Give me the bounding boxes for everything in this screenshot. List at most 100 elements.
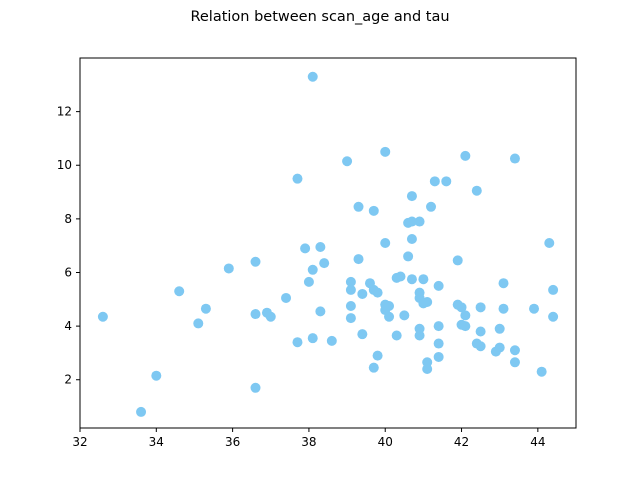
data-point (372, 287, 383, 298)
data-point (315, 306, 326, 317)
data-point (345, 284, 356, 295)
data-point (250, 382, 261, 393)
data-point (342, 156, 353, 167)
data-point (368, 362, 379, 373)
data-point (307, 71, 318, 82)
data-point (281, 292, 292, 303)
data-point (368, 205, 379, 216)
x-tick-label: 34 (149, 435, 164, 449)
data-point (406, 191, 417, 202)
x-axis: 32 34 36 38 40 42 44 (72, 428, 545, 449)
plot-area-frame (79, 57, 577, 429)
data-point (353, 254, 364, 265)
data-point (509, 153, 520, 164)
data-point (460, 310, 471, 321)
data-point (357, 288, 368, 299)
data-point (498, 303, 509, 314)
data-point (509, 357, 520, 368)
y-tick-label: 12 (57, 105, 72, 119)
chart-title: Relation between scan_age and tau (190, 9, 449, 25)
data-point (460, 150, 471, 161)
data-point (307, 264, 318, 275)
x-tick-label: 42 (454, 435, 469, 449)
data-point (353, 201, 364, 212)
data-point (136, 406, 147, 417)
data-point (548, 311, 559, 322)
data-point (498, 278, 509, 289)
data-point (548, 284, 559, 295)
data-point (475, 302, 486, 313)
data-point (357, 329, 368, 340)
data-point (193, 318, 204, 329)
x-tick-label: 44 (530, 435, 545, 449)
y-tick-label: 6 (64, 265, 72, 279)
data-point (380, 146, 391, 157)
data-point (414, 216, 425, 227)
data-point (250, 256, 261, 267)
data-point (384, 311, 395, 322)
data-point (326, 335, 337, 346)
data-point (345, 301, 356, 312)
x-tick-label: 36 (225, 435, 240, 449)
data-points (97, 71, 559, 417)
data-point (345, 313, 356, 324)
data-point (414, 330, 425, 341)
data-point (460, 321, 471, 332)
data-point (406, 216, 417, 227)
data-point (429, 176, 440, 187)
data-point (475, 341, 486, 352)
data-point (433, 351, 444, 362)
data-point (422, 364, 433, 375)
data-point (471, 185, 482, 196)
data-point (494, 323, 505, 334)
data-point (433, 338, 444, 349)
data-point (529, 303, 540, 314)
data-point (307, 333, 318, 344)
data-point (406, 274, 417, 285)
data-point (372, 350, 383, 361)
data-point (536, 366, 547, 377)
data-point (151, 370, 162, 381)
data-point (97, 311, 108, 322)
data-point (300, 243, 311, 254)
y-axis: 2 4 6 8 10 12 (57, 105, 80, 387)
data-point (395, 271, 406, 282)
y-tick-label: 4 (64, 319, 72, 333)
y-tick-label: 2 (64, 373, 72, 387)
data-point (456, 302, 467, 313)
data-point (223, 263, 234, 274)
data-point (475, 326, 486, 337)
data-point (452, 255, 463, 266)
y-tick-label: 10 (57, 158, 72, 172)
data-point (422, 296, 433, 307)
x-tick-label: 32 (72, 435, 87, 449)
data-point (384, 301, 395, 312)
data-point (292, 337, 303, 348)
data-point (418, 274, 429, 285)
y-tick-label: 8 (64, 212, 72, 226)
data-point (391, 330, 402, 341)
data-point (544, 238, 555, 248)
data-point (380, 238, 391, 248)
data-point (403, 251, 414, 262)
data-point (433, 321, 444, 332)
data-point (399, 310, 410, 321)
x-tick-label: 38 (301, 435, 316, 449)
data-point (441, 176, 452, 187)
data-point (345, 276, 356, 287)
x-tick-label: 40 (378, 435, 393, 449)
data-point (426, 201, 437, 212)
data-point (292, 173, 303, 184)
data-point (265, 311, 276, 322)
data-point (406, 233, 417, 244)
data-point (200, 303, 211, 314)
data-point (250, 309, 261, 320)
data-point (303, 276, 314, 287)
data-point (494, 342, 505, 353)
data-point (433, 280, 444, 291)
data-point (174, 286, 185, 297)
data-point (319, 258, 330, 269)
data-point (315, 242, 326, 253)
data-point (509, 345, 520, 356)
